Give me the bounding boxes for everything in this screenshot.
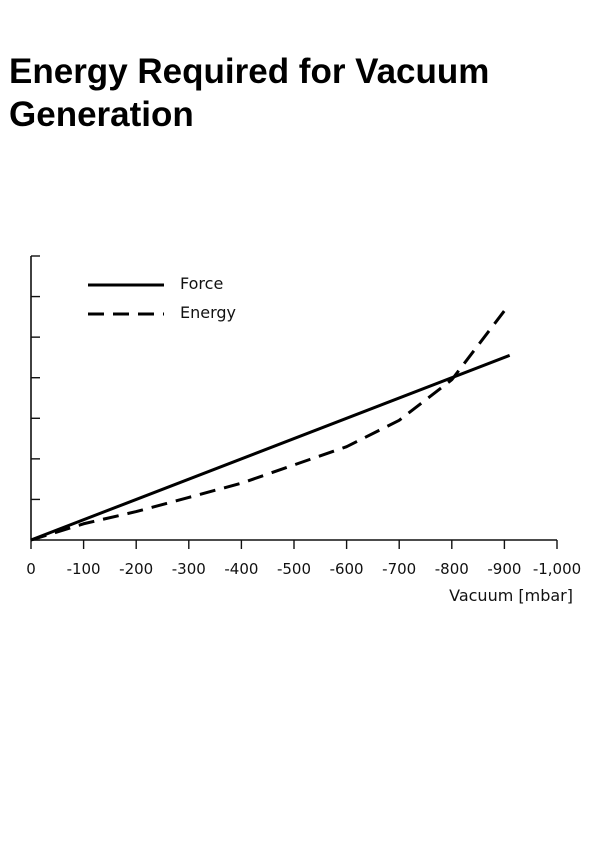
legend: Force Energy (88, 274, 236, 322)
series-lines (30, 309, 511, 542)
legend-label-energy: Energy (180, 303, 236, 322)
series-energy-line (30, 309, 506, 542)
x-tick-label: -700 (382, 560, 416, 578)
x-ticks: 0 -100 -200 -300 -400 -500 -600 -700 -800 -900 -1,… (26, 540, 581, 578)
x-tick-label: -1,000 (533, 560, 581, 578)
legend-label-force: Force (180, 274, 223, 293)
x-tick-label: -300 (172, 560, 206, 578)
x-tick-label: -500 (277, 560, 311, 578)
axes (30, 256, 557, 541)
x-tick-label: 0 (26, 560, 36, 578)
x-tick-label: -800 (435, 560, 469, 578)
y-ticks (31, 255, 40, 541)
x-tick-label: -200 (119, 560, 153, 578)
x-tick-label: -900 (487, 560, 521, 578)
x-tick-label: -600 (330, 560, 364, 578)
x-tick-label: -400 (224, 560, 258, 578)
series-force-line (30, 354, 511, 542)
x-axis-label: Vacuum [mbar] (449, 586, 573, 605)
x-tick-label: -100 (67, 560, 101, 578)
chart-title: Energy Required for Vacuum Generation (9, 52, 490, 134)
